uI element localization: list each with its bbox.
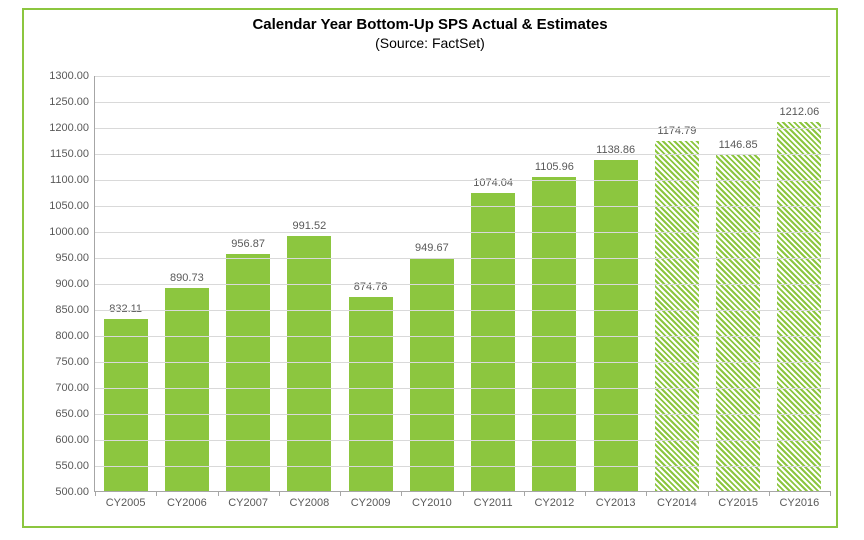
x-axis-tickmark (340, 491, 341, 496)
chart-subtitle: (Source: FactSet) (24, 35, 836, 51)
gridline (95, 76, 830, 77)
x-axis-tickmark (708, 491, 709, 496)
chart-frame: Calendar Year Bottom-Up SPS Actual & Est… (22, 8, 838, 528)
bar-value-label: 1105.96 (535, 161, 574, 177)
gridline (95, 128, 830, 129)
title-block: Calendar Year Bottom-Up SPS Actual & Est… (24, 16, 836, 51)
plot-area: 832.11CY2005890.73CY2006956.87CY2007991.… (94, 76, 830, 492)
y-axis-tick-label: 1150.00 (50, 148, 95, 160)
bar-value-label: 1212.06 (779, 106, 819, 122)
x-axis-tickmark (646, 491, 647, 496)
y-axis-tick-label: 750.00 (55, 356, 95, 368)
x-axis-tickmark (463, 491, 464, 496)
bar: 874.78 (349, 297, 393, 491)
gridline (95, 310, 830, 311)
x-axis-tick-label: CY2014 (657, 491, 697, 509)
x-axis-tick-label: CY2016 (779, 491, 819, 509)
y-axis-tick-label: 1100.00 (50, 174, 95, 186)
x-axis-tickmark (218, 491, 219, 496)
x-axis-tick-label: CY2008 (289, 491, 329, 509)
gridline (95, 206, 830, 207)
gridline (95, 440, 830, 441)
gridline (95, 388, 830, 389)
x-axis-tickmark (524, 491, 525, 496)
gridline (95, 232, 830, 233)
x-axis-tick-label: CY2009 (351, 491, 391, 509)
gridline (95, 466, 830, 467)
bar: 949.67 (410, 258, 454, 491)
bar: 1138.86 (594, 160, 638, 491)
x-axis-tick-label: CY2013 (596, 491, 636, 509)
x-axis-tickmark (95, 491, 96, 496)
gridline (95, 102, 830, 103)
y-axis-tick-label: 1050.00 (49, 200, 95, 212)
bar: 1105.96 (532, 177, 576, 491)
bar: 1212.06 (777, 122, 821, 491)
gridline (95, 180, 830, 181)
y-axis-tick-label: 500.00 (55, 486, 95, 498)
gridline (95, 414, 830, 415)
x-axis-tickmark (769, 491, 770, 496)
x-axis-tickmark (279, 491, 280, 496)
y-axis-tick-label: 1300.00 (49, 70, 95, 82)
gridline (95, 258, 830, 259)
y-axis-tick-label: 1200.00 (49, 122, 95, 134)
y-axis-tick-label: 1250.00 (49, 96, 95, 108)
y-axis-tick-label: 550.00 (55, 460, 95, 472)
bar-value-label: 949.67 (415, 242, 449, 258)
y-axis-tick-label: 1000.00 (49, 226, 95, 238)
y-axis-tick-label: 600.00 (55, 434, 95, 446)
y-axis-tick-label: 850.00 (55, 304, 95, 316)
y-axis-tick-label: 700.00 (55, 382, 95, 394)
bar-value-label: 874.78 (354, 281, 388, 297)
x-axis-tick-label: CY2012 (534, 491, 574, 509)
chart-title: Calendar Year Bottom-Up SPS Actual & Est… (24, 16, 836, 33)
bar-value-label: 956.87 (231, 238, 265, 254)
x-axis-tickmark (401, 491, 402, 496)
bar: 890.73 (165, 288, 209, 491)
bar-value-label: 1138.86 (596, 144, 635, 160)
x-axis-tick-label: CY2007 (228, 491, 268, 509)
gridline (95, 154, 830, 155)
x-axis-tickmark (830, 491, 831, 496)
x-axis-tick-label: CY2010 (412, 491, 452, 509)
bar: 1174.79 (655, 141, 699, 491)
y-axis-tick-label: 900.00 (55, 278, 95, 290)
x-axis-tickmark (156, 491, 157, 496)
gridline (95, 284, 830, 285)
bar-value-label: 991.52 (293, 220, 327, 236)
x-axis-tickmark (585, 491, 586, 496)
x-axis-tick-label: CY2005 (106, 491, 146, 509)
x-axis-tick-label: CY2011 (474, 491, 513, 509)
x-axis-tick-label: CY2006 (167, 491, 207, 509)
gridline (95, 362, 830, 363)
bar: 991.52 (287, 236, 331, 491)
gridline (95, 336, 830, 337)
bar: 1074.04 (471, 193, 515, 491)
bar: 956.87 (226, 254, 270, 491)
bar-value-label: 890.73 (170, 272, 204, 288)
y-axis-tick-label: 800.00 (55, 330, 95, 342)
y-axis-tick-label: 650.00 (55, 408, 95, 420)
x-axis-tick-label: CY2015 (718, 491, 758, 509)
y-axis-tick-label: 950.00 (55, 252, 95, 264)
